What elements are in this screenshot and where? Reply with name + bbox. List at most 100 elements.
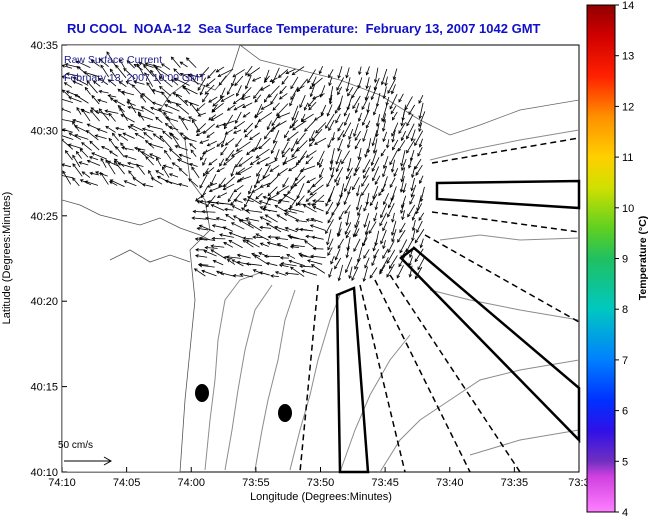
current-vector-head xyxy=(289,266,294,271)
current-vector-head xyxy=(120,114,125,118)
current-vector-head xyxy=(211,109,216,113)
current-vector xyxy=(319,168,324,178)
current-vector xyxy=(227,84,233,95)
current-vector xyxy=(304,120,316,132)
current-vector-head xyxy=(120,142,124,147)
current-vector-head xyxy=(381,128,386,132)
current-vector xyxy=(412,211,416,221)
current-vector xyxy=(79,148,89,158)
current-vector-head xyxy=(62,163,65,167)
current-vector xyxy=(252,76,261,82)
current-vector xyxy=(362,129,368,142)
current-vector-head xyxy=(354,145,359,150)
current-vector xyxy=(169,148,183,160)
current-vector-head xyxy=(362,243,366,247)
current-vector-head xyxy=(164,149,168,154)
current-vector-head xyxy=(320,111,324,116)
current-vector-head xyxy=(281,153,286,158)
current-vector xyxy=(156,157,162,167)
current-vector xyxy=(62,98,74,104)
current-vector xyxy=(364,213,370,228)
current-vector-head xyxy=(195,248,199,252)
current-vector-head xyxy=(370,96,375,101)
current-vector-head xyxy=(326,183,330,188)
current-vector xyxy=(335,248,341,260)
current-vector-head xyxy=(245,239,250,243)
current-vector-head xyxy=(264,99,268,103)
current-vector xyxy=(196,130,206,136)
current-vector xyxy=(161,63,171,70)
current-vector xyxy=(325,201,334,215)
current-vector xyxy=(345,230,351,239)
current-vector-head xyxy=(168,148,173,152)
current-vector-head xyxy=(206,184,211,188)
current-vector xyxy=(119,59,125,68)
current-vector-head xyxy=(276,214,281,218)
current-vector-head xyxy=(303,107,308,111)
current-vector xyxy=(140,95,147,103)
current-vector-head xyxy=(194,237,199,241)
current-vector-head xyxy=(278,198,282,203)
current-vector-head xyxy=(263,79,268,83)
current-vector xyxy=(417,147,423,157)
current-vector xyxy=(194,268,206,277)
current-vector-head xyxy=(62,75,65,79)
current-vector xyxy=(306,150,317,158)
current-vector xyxy=(206,78,216,87)
current-vector-head xyxy=(150,69,154,74)
current-vector-head xyxy=(226,258,231,263)
current-vector xyxy=(287,131,299,141)
current-vector xyxy=(126,81,134,87)
current-vector xyxy=(98,78,109,85)
current-vector-head xyxy=(386,273,390,278)
current-vector xyxy=(130,124,144,132)
current-vector xyxy=(225,214,235,221)
current-vector xyxy=(406,114,414,126)
current-vector-head xyxy=(337,91,341,96)
current-vector xyxy=(276,185,290,195)
current-vector-head xyxy=(299,227,304,232)
current-vector xyxy=(303,204,317,213)
current-vector xyxy=(100,172,109,185)
current-vector xyxy=(148,143,164,149)
current-vector xyxy=(383,155,389,169)
current-vector xyxy=(270,93,278,105)
current-vector-head xyxy=(150,177,155,181)
current-vector-head xyxy=(189,102,194,106)
current-vector-head xyxy=(224,142,229,146)
x-tick-label: 73:50 xyxy=(307,477,335,489)
current-vector-head xyxy=(235,148,240,152)
current-vector xyxy=(393,167,399,177)
current-vector xyxy=(240,273,254,278)
current-vector-head xyxy=(216,194,221,198)
current-vector xyxy=(151,177,163,185)
current-vector-head xyxy=(122,132,127,136)
current-vector xyxy=(199,264,215,268)
current-vector-head xyxy=(160,63,165,67)
current-vector xyxy=(244,192,253,208)
current-vector xyxy=(332,132,335,141)
current-vector xyxy=(138,62,154,68)
current-vector-head xyxy=(365,71,370,76)
current-vector-head xyxy=(382,201,387,206)
current-vector xyxy=(86,80,98,94)
current-vector xyxy=(217,192,228,198)
current-vector xyxy=(175,94,189,107)
current-vector-head xyxy=(264,214,269,218)
current-vector xyxy=(133,81,145,85)
current-vector xyxy=(349,266,353,279)
current-vector xyxy=(256,167,263,177)
current-vector xyxy=(216,202,233,205)
current-vector-head xyxy=(306,179,310,183)
current-vector xyxy=(121,147,134,151)
current-vector xyxy=(260,226,272,229)
current-vector xyxy=(265,214,278,223)
current-vector-head xyxy=(371,142,375,147)
current-vector xyxy=(74,134,89,140)
current-vector-head xyxy=(90,109,94,114)
current-vector xyxy=(256,148,270,159)
current-vector-head xyxy=(232,73,237,78)
current-vector xyxy=(419,102,424,119)
current-vector-head xyxy=(343,201,347,206)
current-vector-head xyxy=(159,76,163,80)
